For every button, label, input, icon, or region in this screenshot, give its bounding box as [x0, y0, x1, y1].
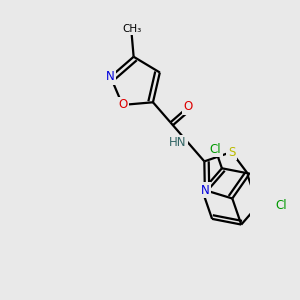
Text: Cl: Cl	[209, 142, 221, 155]
Text: Cl: Cl	[275, 200, 286, 212]
Text: N: N	[200, 184, 209, 196]
Text: HN: HN	[169, 136, 186, 149]
Text: O: O	[118, 98, 127, 111]
Text: N: N	[106, 70, 115, 83]
Text: CH₃: CH₃	[122, 24, 141, 34]
Text: S: S	[228, 146, 235, 158]
Text: O: O	[184, 100, 193, 113]
